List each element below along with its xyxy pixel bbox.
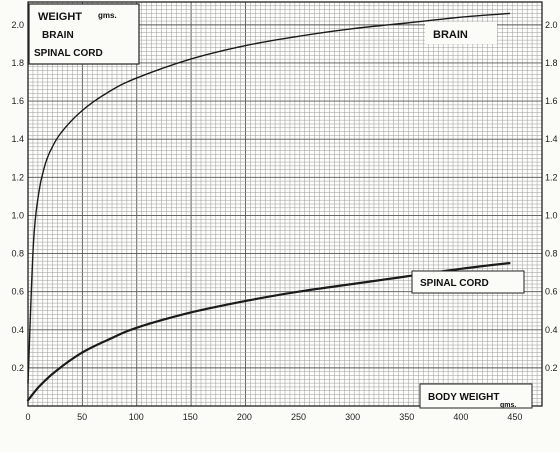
y-tick-label-left: 1.0 (11, 210, 24, 220)
spinal-cord-label-background (411, 270, 525, 294)
plot-frame (27, 1, 543, 407)
axis-ticks: 0 50 100 150 200 250 300 350 400 450 0.2 0.2 0.4 0.4 0… (11, 20, 557, 422)
x-tick-label: 150 (183, 412, 198, 422)
y-tick-label-right: 0.8 (545, 249, 558, 259)
grid (27, 1, 543, 407)
x-tick-label: 50 (77, 412, 87, 422)
x-axis-unit: gms. (500, 402, 516, 409)
spinal-cord-series-label: SPINAL CORD (420, 278, 489, 289)
x-tick-label: 200 (237, 412, 252, 422)
y-tick-label-left: 2.0 (11, 20, 24, 30)
x-axis-title: BODY WEIGHT (428, 392, 499, 403)
legend-background (28, 3, 140, 65)
y-tick-label-left: 0.8 (11, 249, 24, 259)
x-tick-label: 300 (345, 412, 360, 422)
y-tick-label-right: 1.4 (545, 134, 558, 144)
y-tick-label-right: 0.2 (545, 363, 558, 373)
x-axis-title-box: BODY WEIGHT gms. (419, 383, 533, 409)
y-tick-label-right: 0.6 (545, 287, 558, 297)
y-tick-label-left: 0.4 (11, 325, 24, 335)
x-axis-title-background (419, 383, 533, 409)
legend-unit-text: gms. (98, 11, 117, 20)
x-tick-label: 350 (399, 412, 414, 422)
legend-weight-text: WEIGHT (38, 11, 82, 23)
y-tick-label-left: 1.6 (11, 96, 24, 106)
x-tick-label: 250 (291, 412, 306, 422)
legend-brain-text: BRAIN (42, 30, 74, 41)
spinal-cord-label-box: SPINAL CORD (411, 270, 525, 294)
y-tick-label-left: 0.6 (11, 287, 24, 297)
y-tick-label-left: 1.4 (11, 134, 24, 144)
y-tick-label-right: 0.4 (545, 325, 558, 335)
y-tick-label-right: 1.8 (545, 58, 558, 68)
x-tick-label: 400 (453, 412, 468, 422)
y-tick-label-right: 1.6 (545, 96, 558, 106)
series-layer (26, 12, 511, 402)
y-tick-label-right: 2.0 (545, 20, 558, 30)
y-tick-label-right: 1.2 (545, 172, 558, 182)
brain-series-label: BRAIN (433, 29, 468, 41)
x-tick-label: 0 (25, 412, 30, 422)
y-tick-label-left: 1.8 (11, 58, 24, 68)
series-line-brain (27, 12, 511, 384)
brain-label-background (425, 22, 497, 44)
y-tick-label-left: 0.2 (11, 363, 24, 373)
y-tick-label-left: 1.2 (11, 172, 24, 182)
brain-label-box: BRAIN (425, 22, 497, 44)
series-line-spinal-cord (26, 262, 511, 402)
legend-box: WEIGHT gms. BRAIN SPINAL CORD (28, 3, 140, 65)
x-tick-label: 450 (507, 412, 522, 422)
x-tick-label: 100 (129, 412, 144, 422)
legend-spinal-cord-text: SPINAL CORD (34, 48, 103, 59)
y-tick-label-right: 1.0 (545, 210, 558, 220)
